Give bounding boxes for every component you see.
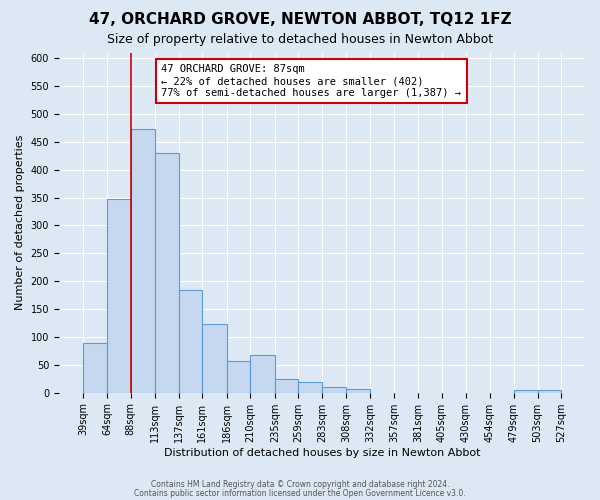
Bar bbox=[538, 390, 561, 392]
Text: Contains public sector information licensed under the Open Government Licence v3: Contains public sector information licen… bbox=[134, 488, 466, 498]
Bar bbox=[202, 324, 227, 392]
Y-axis label: Number of detached properties: Number of detached properties bbox=[15, 135, 25, 310]
Text: 47 ORCHARD GROVE: 87sqm
← 22% of detached houses are smaller (402)
77% of semi-d: 47 ORCHARD GROVE: 87sqm ← 22% of detache… bbox=[161, 64, 461, 98]
Text: 47, ORCHARD GROVE, NEWTON ABBOT, TQ12 1FZ: 47, ORCHARD GROVE, NEWTON ABBOT, TQ12 1F… bbox=[89, 12, 511, 28]
Bar bbox=[155, 153, 179, 392]
Bar bbox=[131, 129, 155, 392]
Bar bbox=[83, 342, 107, 392]
Bar bbox=[322, 386, 346, 392]
Bar bbox=[514, 390, 538, 392]
Text: Size of property relative to detached houses in Newton Abbot: Size of property relative to detached ho… bbox=[107, 32, 493, 46]
Bar bbox=[227, 361, 250, 392]
Text: Contains HM Land Registry data © Crown copyright and database right 2024.: Contains HM Land Registry data © Crown c… bbox=[151, 480, 449, 489]
Bar bbox=[250, 355, 275, 393]
Bar bbox=[298, 382, 322, 392]
Bar bbox=[275, 379, 298, 392]
X-axis label: Distribution of detached houses by size in Newton Abbot: Distribution of detached houses by size … bbox=[164, 448, 480, 458]
Bar bbox=[107, 198, 131, 392]
Bar bbox=[346, 390, 370, 392]
Bar bbox=[179, 290, 202, 393]
